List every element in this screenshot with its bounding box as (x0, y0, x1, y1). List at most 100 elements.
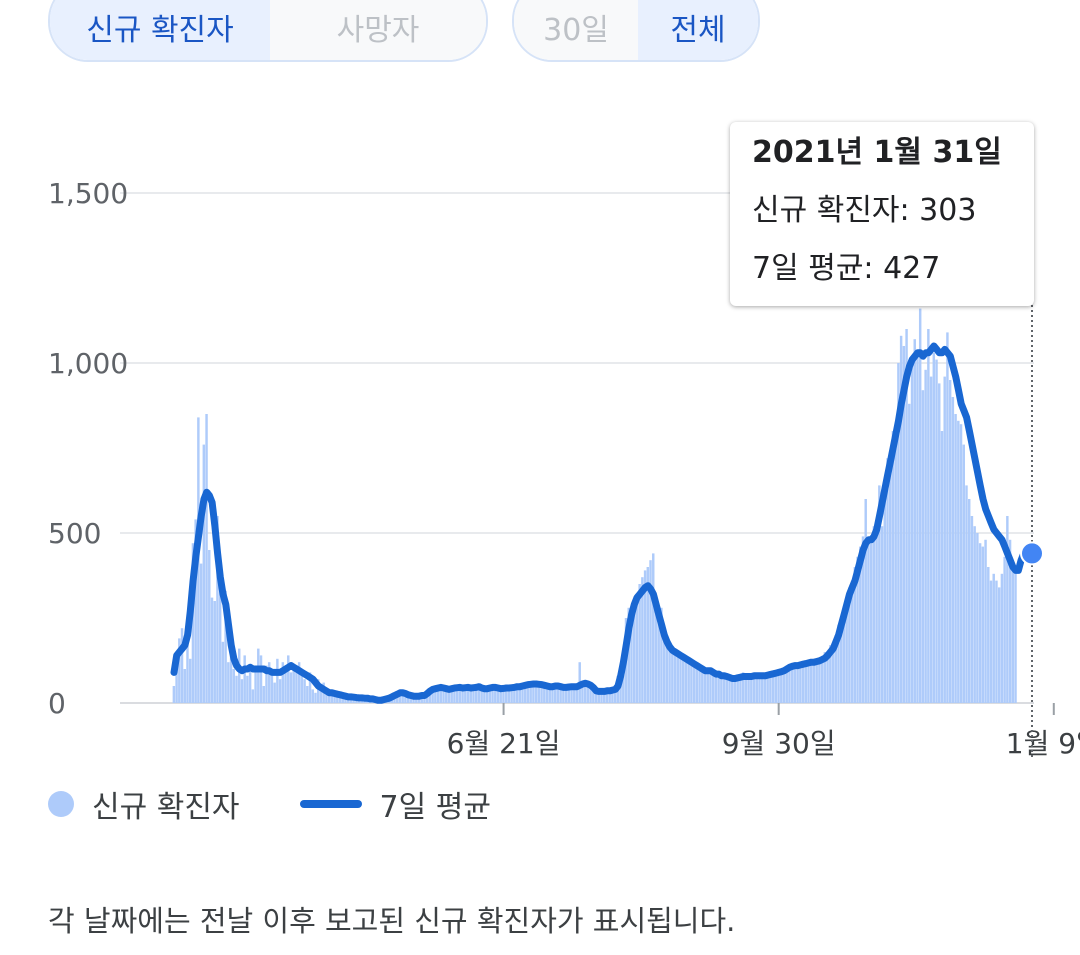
daily-cases-bar (867, 539, 870, 703)
daily-cases-bar (842, 611, 846, 703)
daily-cases-bar (728, 677, 731, 703)
daily-cases-bar (755, 675, 758, 703)
daily-cases-bar (499, 689, 502, 703)
daily-cases-bar (507, 688, 511, 703)
daily-cases-bar (725, 675, 729, 703)
tab-30-days[interactable]: 30일 (514, 0, 638, 60)
daily-cases-bar (597, 692, 601, 703)
daily-cases-bar (869, 543, 873, 703)
daily-cases-bar (202, 444, 206, 703)
daily-cases-bar (736, 676, 739, 703)
daily-cases-bar (668, 645, 671, 703)
daily-cases-bar (766, 672, 769, 703)
daily-cases-bar (665, 638, 669, 703)
daily-cases-bar (188, 658, 192, 703)
daily-cases-bar (205, 414, 208, 703)
daily-cases-bar (218, 580, 222, 703)
footnote: 각 날짜에는 전날 이후 보고된 신규 확진자가 표시됩니다. (48, 904, 736, 938)
daily-cases-bar (899, 335, 903, 703)
daily-cases-bar (780, 672, 783, 703)
tab-all[interactable]: 전체 (638, 0, 758, 60)
x-tick-label: 9월 30일 (722, 727, 836, 760)
daily-cases-bar (333, 696, 336, 703)
daily-cases-bar (521, 685, 524, 703)
hover-indicator (1020, 300, 1044, 758)
daily-cases-bar (989, 580, 993, 703)
daily-cases-bar (510, 686, 513, 703)
daily-cases-bar (987, 567, 990, 703)
daily-cases-bar (317, 679, 320, 703)
daily-cases-bar (932, 352, 936, 703)
daily-cases-bar (643, 570, 647, 703)
daily-cases-bar (889, 465, 892, 703)
daily-cases-bar (551, 686, 554, 703)
daily-cases-bar (287, 655, 290, 703)
daily-cases-bars (172, 308, 1017, 703)
daily-cases-bar (308, 672, 312, 703)
daily-cases-bar (992, 573, 995, 703)
daily-cases-bar (995, 580, 998, 703)
daily-cases-bar (227, 662, 230, 703)
daily-cases-bar (632, 601, 636, 703)
daily-cases-bar (627, 607, 630, 703)
daily-cases-bar (216, 516, 219, 703)
daily-cases-bar (232, 669, 236, 703)
daily-cases-bar (959, 424, 963, 703)
daily-cases-bar (303, 679, 306, 703)
daily-cases-bar (491, 686, 494, 703)
daily-cases-bar (701, 669, 704, 703)
daily-cases-bar (908, 403, 911, 703)
daily-cases-bar (515, 687, 519, 703)
daily-cases-bar (586, 684, 590, 703)
seven-day-average-line (170, 342, 1036, 704)
daily-cases-bar (213, 601, 216, 703)
daily-cases-bar (257, 648, 260, 703)
daily-cases-bar (777, 669, 780, 703)
daily-cases-bar (178, 638, 181, 703)
tab-new-cases[interactable]: 신규 확진자 (50, 0, 270, 60)
daily-cases-bar (537, 685, 541, 703)
daily-cases-bar (455, 686, 459, 703)
daily-cases-bar (834, 635, 837, 703)
daily-cases-bar (180, 628, 184, 703)
tab-deaths[interactable]: 사망자 (270, 0, 486, 60)
daily-cases-bar (401, 693, 404, 703)
daily-cases-bar (259, 655, 263, 703)
daily-cases-bar (518, 686, 522, 703)
daily-cases-bar (878, 485, 881, 703)
x-axis: 6월 21일 9월 30일 1월 9일 (447, 703, 1080, 760)
cases-chart[interactable]: 6월 21일 9월 30일 1월 9일 0 500 1,000 1,500 (0, 0, 1080, 780)
chart-legend: 신규 확진자 7일 평균 (48, 782, 491, 826)
daily-cases-bar (172, 686, 176, 703)
daily-cases-bar (850, 580, 854, 703)
daily-cases-bar (954, 414, 957, 703)
daily-cases-bar (962, 444, 965, 703)
daily-cases-bar (589, 686, 592, 703)
daily-cases-bar (469, 688, 472, 703)
daily-cases-bar (826, 655, 829, 703)
daily-cases-bar (262, 686, 265, 703)
daily-cases-bar (485, 688, 489, 703)
daily-cases-bar (406, 694, 410, 703)
daily-cases-bar (695, 663, 699, 703)
daily-cases-bar (488, 687, 492, 703)
daily-cases-bar (581, 682, 584, 703)
daily-cases-bar (921, 390, 925, 703)
daily-cases-bar (458, 686, 462, 703)
legend-new-cases-label: 신규 확진자 (92, 790, 240, 825)
daily-cases-bar (673, 652, 677, 703)
range-toggle: 30일 전체 (512, 0, 760, 62)
daily-cases-bar (687, 658, 690, 703)
daily-cases-bar (984, 539, 987, 703)
daily-cases-bar (246, 675, 249, 703)
daily-cases-bar (943, 376, 946, 703)
daily-cases-bar (918, 308, 922, 703)
daily-cases-bar (706, 669, 709, 703)
daily-cases-bar (240, 679, 244, 703)
daily-cases-bar (679, 653, 682, 703)
daily-cases-bar (224, 590, 227, 703)
daily-cases-bar (758, 673, 761, 703)
daily-cases-bar (831, 645, 835, 703)
daily-cases-bar (733, 680, 737, 703)
daily-cases-bar (804, 663, 808, 703)
